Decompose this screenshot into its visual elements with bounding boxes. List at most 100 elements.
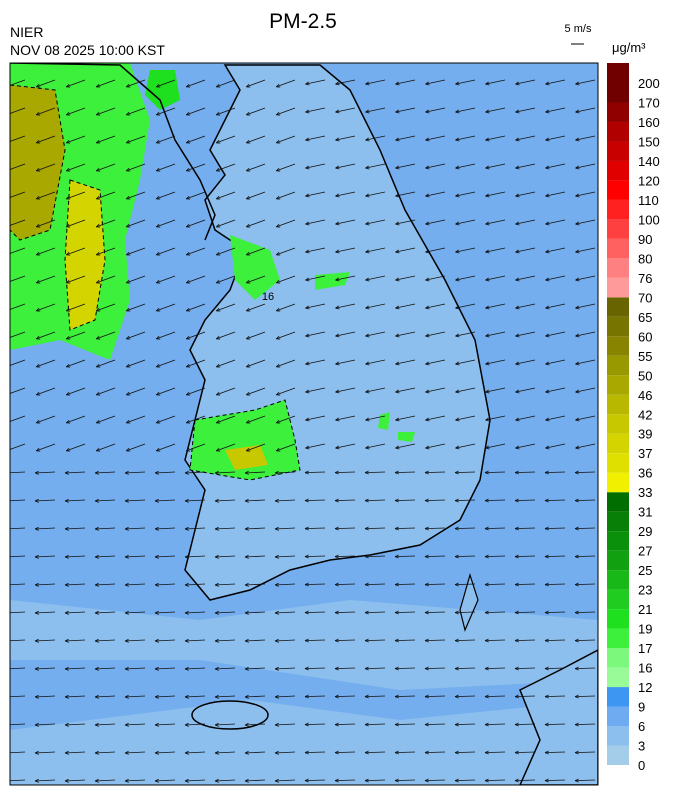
wind-arrow [275, 471, 296, 474]
wind-arrow [544, 667, 566, 669]
wind-arrow [66, 387, 86, 396]
arrow-head [245, 111, 251, 116]
colorbar-label: 42 [638, 407, 652, 422]
wind-arrow [454, 639, 476, 641]
wind-arrow [215, 555, 236, 558]
wind-arrow [155, 471, 176, 474]
arrow-head [155, 83, 161, 88]
arrow-head [304, 526, 309, 531]
arrow-head [34, 750, 39, 755]
wind-arrow [216, 443, 236, 452]
wind-arrow [514, 583, 536, 585]
arrow-head [185, 279, 191, 284]
wind-arrow [245, 611, 266, 614]
colorbar-cell [607, 433, 629, 454]
wind-arrow [125, 639, 146, 642]
wind-arrow [96, 135, 116, 144]
arrow-head [544, 582, 549, 587]
arrow-head [35, 363, 41, 368]
arrow-head [364, 526, 369, 531]
arrow-head [275, 139, 281, 144]
wind-arrow [185, 723, 206, 726]
wind-arrow [305, 443, 326, 449]
wind-arrow [364, 499, 386, 501]
wind-arrow [545, 275, 566, 281]
wind-arrow [36, 247, 56, 256]
wind-arrow [575, 275, 596, 281]
wind-arrow [485, 443, 506, 449]
wind-arrow [35, 695, 56, 698]
wind-arrow [215, 751, 236, 754]
arrow-head [515, 361, 520, 366]
arrow-head [545, 277, 550, 282]
wind-arrow [125, 499, 146, 502]
light-band [10, 600, 598, 690]
arrow-head [364, 554, 369, 559]
wind-arrow [514, 779, 536, 781]
wind-arrow [36, 163, 56, 172]
colorbar-label: 21 [638, 602, 652, 617]
arrow-head [65, 83, 71, 88]
arrow-head [545, 361, 550, 366]
wind-arrow [575, 415, 596, 421]
wind-arrow [276, 135, 296, 144]
wind-arrow [545, 443, 566, 449]
wind-arrow [515, 79, 536, 85]
wind-arrow [575, 443, 596, 449]
arrow-head [424, 778, 429, 783]
wind-arrow [276, 163, 296, 172]
arrow-head [365, 361, 370, 366]
colorbar-label: 80 [638, 251, 652, 266]
arrow-head [94, 554, 99, 559]
arrow-head [395, 333, 400, 338]
wind-arrow [455, 191, 476, 197]
arrow-head [455, 249, 460, 254]
arrow-head [125, 363, 131, 368]
wind-arrow [156, 303, 176, 312]
wind-arrow [10, 387, 26, 394]
arrow-head [95, 307, 101, 312]
wind-arrow [364, 555, 386, 557]
wind-arrow [364, 667, 386, 669]
wind-arrow [96, 79, 116, 88]
arrow-head [184, 554, 189, 559]
wind-arrow [454, 667, 476, 669]
arrow-head [124, 610, 129, 615]
wind-arrow [304, 499, 326, 501]
wind-arrow [424, 471, 446, 473]
arrow-head [95, 223, 101, 228]
arrow-head [35, 335, 41, 340]
wind-arrow [36, 387, 56, 396]
wind-arrow [125, 779, 146, 782]
wind-arrow [455, 107, 476, 113]
arrow-head [575, 277, 580, 282]
wind-arrow [215, 667, 236, 670]
arrow-head [514, 638, 519, 643]
colorbar-cell [607, 453, 629, 473]
wind-arrow [95, 751, 116, 754]
wind-arrow [514, 723, 536, 725]
wind-arrow [335, 303, 356, 309]
wind-arrow [216, 387, 236, 396]
wind-arrow [334, 723, 356, 725]
wind-arrow [484, 751, 506, 753]
arrow-head [35, 279, 41, 284]
wind-arrow [425, 331, 446, 337]
wind-arrow [395, 163, 416, 169]
arrow-head [155, 251, 161, 256]
wind-arrow [334, 499, 356, 501]
wind-arrow [515, 219, 536, 225]
arrow-head [304, 582, 309, 587]
arrow-head [35, 167, 41, 172]
arrow-head [574, 666, 579, 671]
wind-arrow [66, 331, 86, 340]
colorbar-cell [607, 160, 629, 181]
wind-arrow [10, 275, 26, 282]
arrow-head [455, 417, 460, 422]
arrow-head [484, 694, 489, 699]
wind-arrow [65, 667, 86, 670]
wind-arrow [126, 331, 146, 340]
arrow-head [184, 694, 189, 699]
wind-arrow [334, 583, 356, 585]
wind-arrow [544, 471, 566, 473]
